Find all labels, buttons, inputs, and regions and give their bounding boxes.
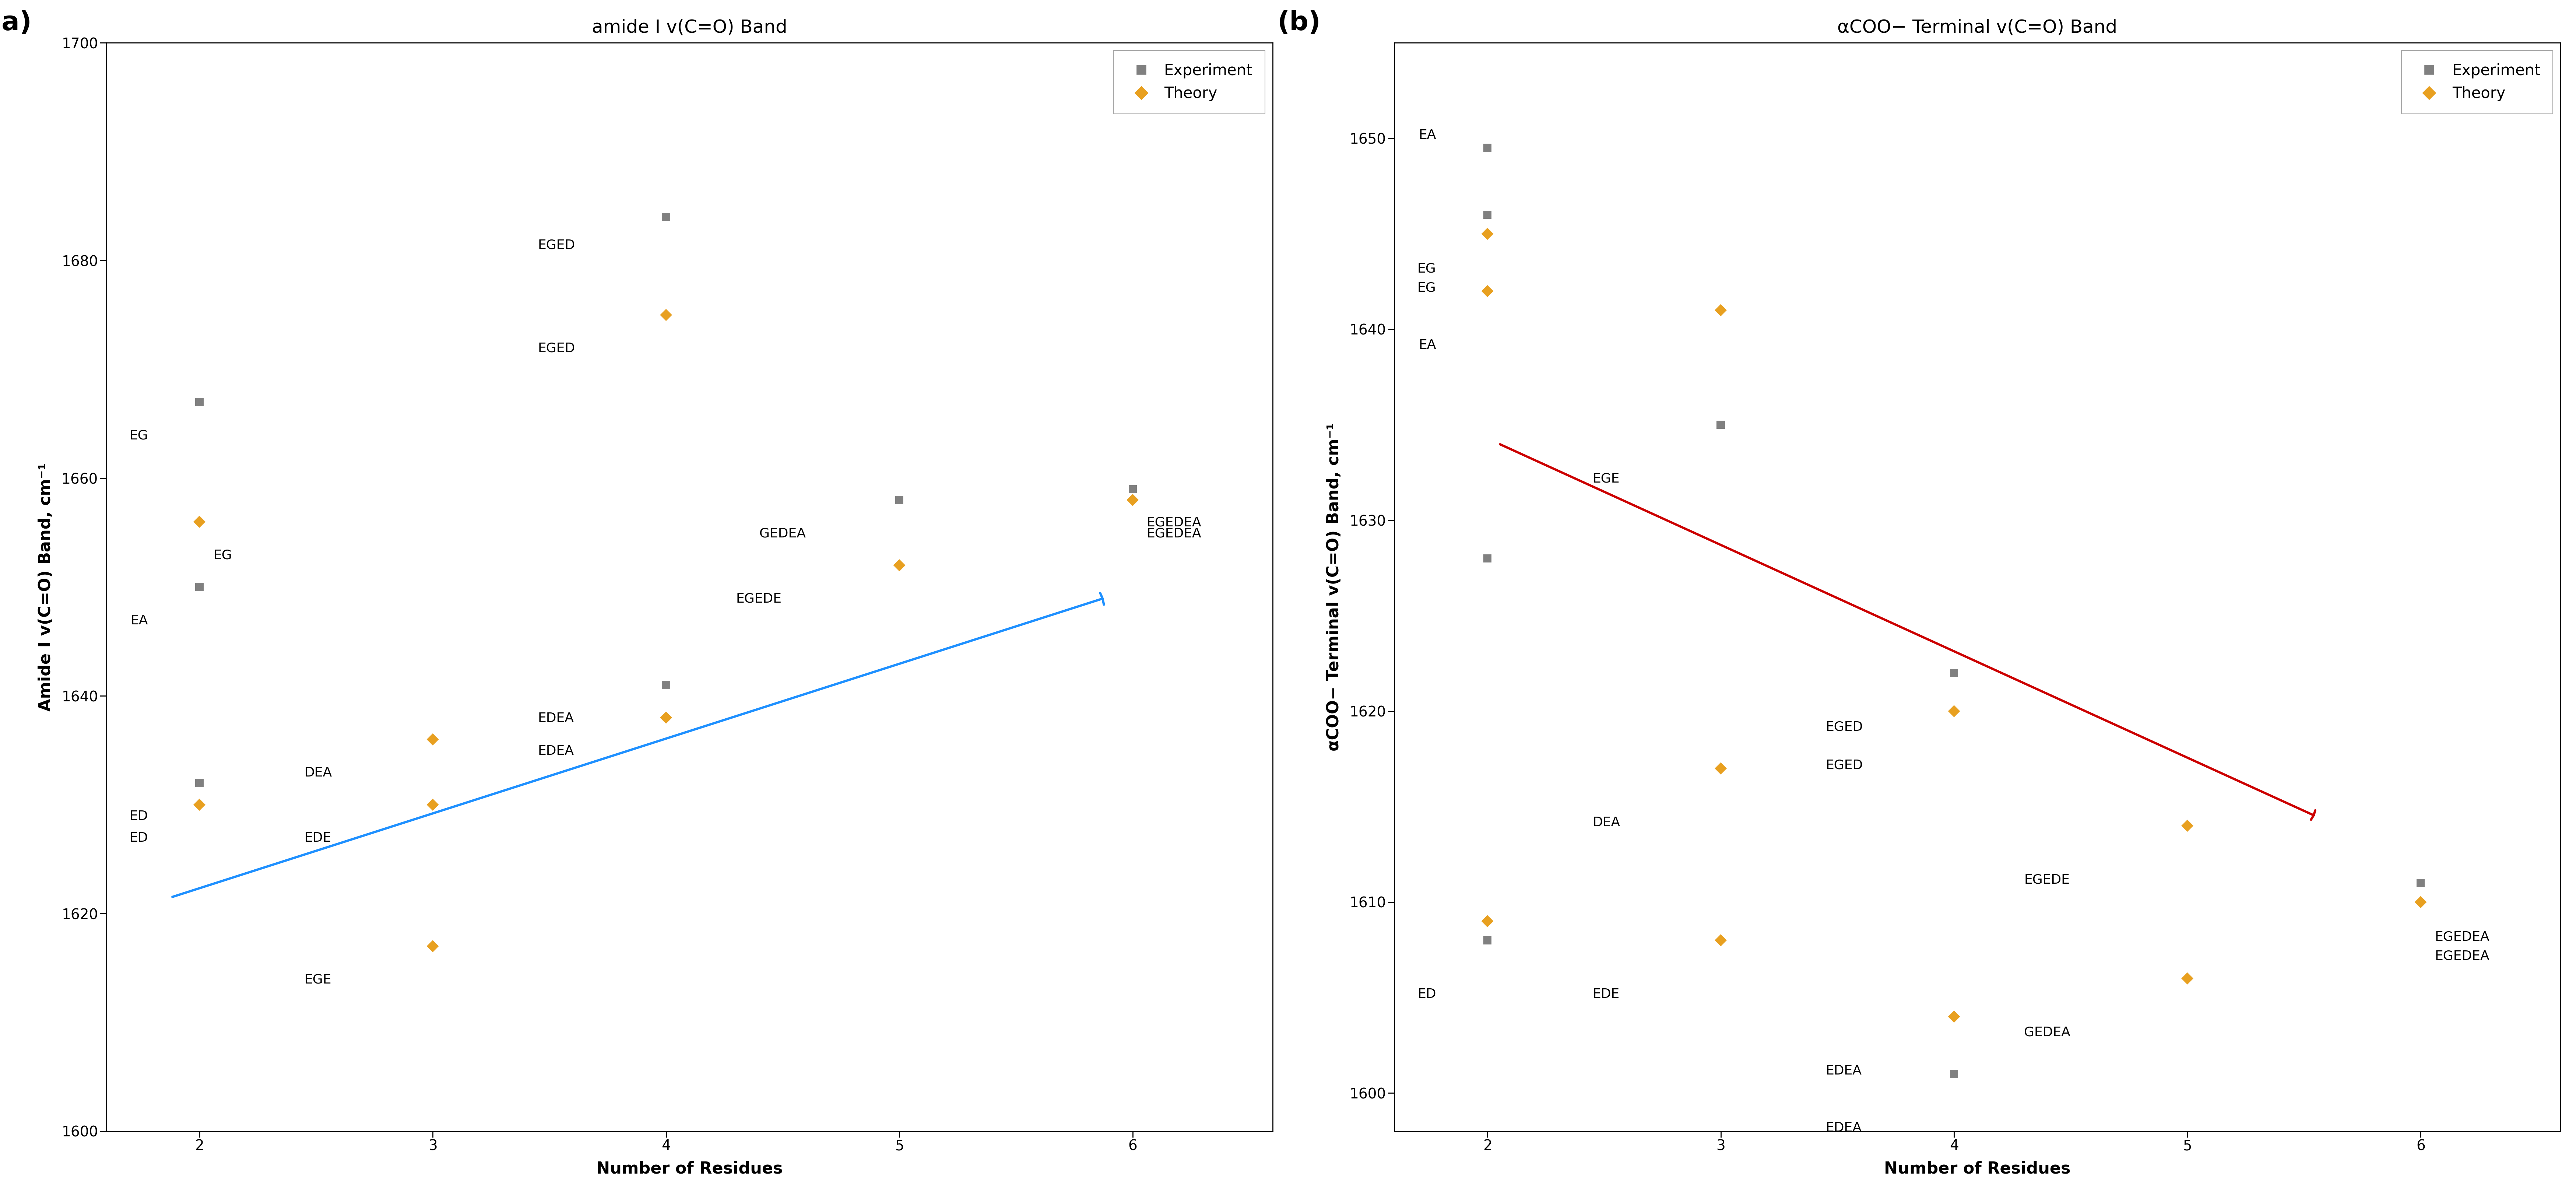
Point xyxy=(1466,931,1507,950)
Legend: Experiment, Theory: Experiment, Theory xyxy=(2401,50,2553,113)
Text: DEA: DEA xyxy=(1592,817,1620,828)
Point xyxy=(878,490,920,509)
Point xyxy=(1700,931,1741,950)
Point xyxy=(2401,874,2442,893)
Text: EGEDEA: EGEDEA xyxy=(2434,931,2488,943)
Text: EGEDE: EGEDE xyxy=(2025,874,2069,886)
X-axis label: Number of Residues: Number of Residues xyxy=(1883,1161,2071,1177)
Point xyxy=(2166,817,2208,836)
Point xyxy=(1466,224,1507,243)
Text: EG: EG xyxy=(214,550,232,561)
Text: (b): (b) xyxy=(1278,11,1321,36)
Point xyxy=(1700,759,1741,778)
Point xyxy=(178,513,219,532)
Y-axis label: αCOO− Terminal v(C=O) Band, cm⁻¹: αCOO− Terminal v(C=O) Band, cm⁻¹ xyxy=(1327,423,1342,751)
Text: EG: EG xyxy=(129,429,147,442)
Text: EGEDEA: EGEDEA xyxy=(1146,527,1200,540)
Y-axis label: Amide I v(C=O) Band, cm⁻¹: Amide I v(C=O) Band, cm⁻¹ xyxy=(39,462,54,712)
Point xyxy=(178,795,219,814)
Point xyxy=(1466,205,1507,224)
Point xyxy=(647,708,688,727)
Point xyxy=(1700,300,1741,319)
Point xyxy=(178,392,219,411)
Text: EGED: EGED xyxy=(538,342,574,355)
Text: EG: EG xyxy=(1417,281,1435,294)
Text: EA: EA xyxy=(1419,129,1435,142)
Text: ED: ED xyxy=(129,832,147,844)
Point xyxy=(1935,1064,1976,1084)
Text: EGEDE: EGEDE xyxy=(737,592,781,606)
Text: ED: ED xyxy=(1417,988,1435,1000)
Text: EGED: EGED xyxy=(1826,759,1862,771)
Title: αCOO− Terminal v(C=O) Band: αCOO− Terminal v(C=O) Band xyxy=(1837,19,2117,36)
Point xyxy=(1935,702,1976,721)
Point xyxy=(1935,1007,1976,1026)
Point xyxy=(1700,415,1741,434)
Text: EDE: EDE xyxy=(304,832,332,844)
Point xyxy=(1113,479,1154,498)
Title: amide I v(C=O) Band: amide I v(C=O) Band xyxy=(592,19,788,36)
Point xyxy=(1935,664,1976,683)
Text: EGE: EGE xyxy=(304,974,332,986)
Text: EG: EG xyxy=(1417,262,1435,275)
Text: EGEDEA: EGEDEA xyxy=(1146,516,1200,529)
Point xyxy=(2401,893,2442,912)
Legend: Experiment, Theory: Experiment, Theory xyxy=(1113,50,1265,113)
Point xyxy=(412,795,453,814)
Text: GEDEA: GEDEA xyxy=(2025,1026,2071,1038)
Text: EDEA: EDEA xyxy=(538,712,574,725)
Point xyxy=(1466,138,1507,157)
Point xyxy=(1466,912,1507,931)
Point xyxy=(647,207,688,226)
Point xyxy=(1113,490,1154,509)
Point xyxy=(647,676,688,695)
Point xyxy=(412,730,453,749)
Point xyxy=(647,305,688,324)
Text: EDEA: EDEA xyxy=(1826,1064,1862,1076)
Text: ED: ED xyxy=(129,811,147,822)
Text: EGED: EGED xyxy=(538,238,574,252)
Point xyxy=(2166,969,2208,988)
Text: EDEA: EDEA xyxy=(538,745,574,757)
Point xyxy=(1466,281,1507,300)
Point xyxy=(178,774,219,793)
Point xyxy=(412,937,453,956)
Text: EGE: EGE xyxy=(1592,472,1620,485)
Text: EDEA: EDEA xyxy=(1826,1122,1862,1135)
Point xyxy=(878,555,920,575)
Text: EA: EA xyxy=(1419,339,1435,352)
Point xyxy=(1466,548,1507,567)
Text: EDE: EDE xyxy=(1592,988,1620,1000)
Text: EA: EA xyxy=(131,614,147,627)
Text: (a): (a) xyxy=(0,11,31,36)
Text: GEDEA: GEDEA xyxy=(760,527,806,540)
Point xyxy=(178,577,219,596)
Text: EGED: EGED xyxy=(1826,721,1862,733)
Text: EGEDEA: EGEDEA xyxy=(2434,950,2488,962)
X-axis label: Number of Residues: Number of Residues xyxy=(595,1161,783,1177)
Text: DEA: DEA xyxy=(304,766,332,780)
